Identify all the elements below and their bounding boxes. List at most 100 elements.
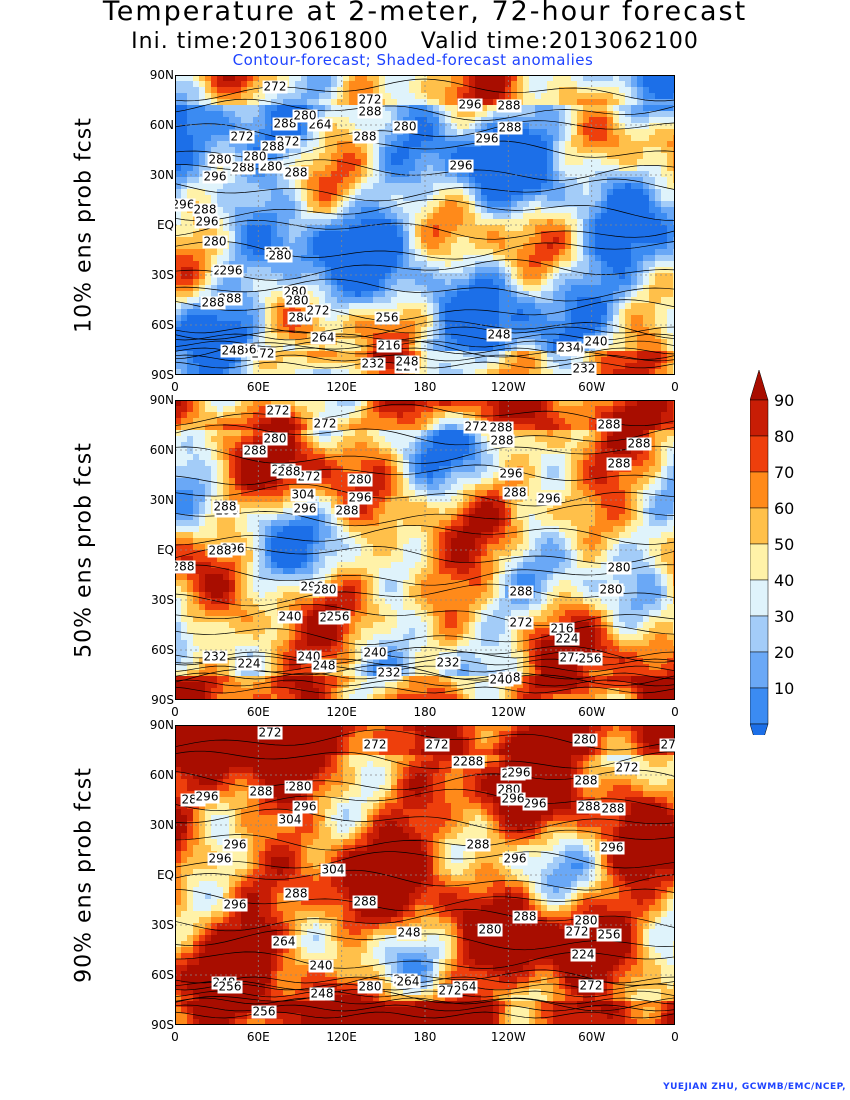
anomaly-cell xyxy=(175,135,181,141)
anomaly-cell xyxy=(349,117,355,123)
anomaly-cell xyxy=(181,418,187,424)
anomaly-cell xyxy=(211,111,217,117)
anomaly-cell xyxy=(553,249,559,255)
anomaly-cell xyxy=(415,406,421,412)
anomaly-cell xyxy=(565,147,571,153)
anomaly-cell xyxy=(475,279,481,285)
anomaly-cell xyxy=(391,237,397,243)
anomaly-cell xyxy=(433,177,439,183)
anomaly-cell xyxy=(475,412,481,418)
anomaly-cell xyxy=(331,147,337,153)
anomaly-cell xyxy=(535,87,541,93)
anomaly-cell xyxy=(559,213,565,219)
anomaly-cell xyxy=(433,75,439,81)
anomaly-cell xyxy=(265,111,271,117)
anomaly-cell xyxy=(559,309,565,315)
anomaly-cell xyxy=(469,291,475,297)
anomaly-cell xyxy=(355,309,361,315)
anomaly-cell xyxy=(343,177,349,183)
anomaly-cell xyxy=(415,135,421,141)
anomaly-cell xyxy=(601,129,607,135)
anomaly-cell xyxy=(223,442,229,448)
anomaly-cell xyxy=(427,147,433,153)
anomaly-cell xyxy=(565,279,571,285)
anomaly-cell xyxy=(475,327,481,333)
anomaly-cell xyxy=(529,436,535,442)
anomaly-cell xyxy=(181,424,187,430)
anomaly-cell xyxy=(445,237,451,243)
anomaly-cell xyxy=(499,273,505,279)
anomaly-cell xyxy=(337,261,343,267)
anomaly-cell xyxy=(193,129,199,135)
anomaly-cell xyxy=(361,309,367,315)
anomaly-cell xyxy=(223,201,229,207)
anomaly-cell xyxy=(565,201,571,207)
anomaly-cell xyxy=(367,183,373,189)
anomaly-cell xyxy=(529,75,535,81)
anomaly-cell xyxy=(373,303,379,309)
anomaly-cell xyxy=(529,219,535,225)
anomaly-cell xyxy=(373,291,379,297)
anomaly-cell xyxy=(313,321,319,327)
anomaly-cell xyxy=(271,243,277,249)
anomaly-cell xyxy=(559,430,565,436)
anomaly-cell xyxy=(577,333,583,339)
anomaly-cell xyxy=(181,177,187,183)
anomaly-cell xyxy=(217,81,223,87)
anomaly-cell xyxy=(565,303,571,309)
anomaly-cell xyxy=(541,201,547,207)
anomaly-cell xyxy=(457,291,463,297)
anomaly-cell xyxy=(175,141,181,147)
anomaly-cell xyxy=(565,430,571,436)
anomaly-cell xyxy=(505,171,511,177)
anomaly-cell xyxy=(667,171,673,177)
anomaly-cell xyxy=(367,165,373,171)
anomaly-cell xyxy=(331,315,337,321)
anomaly-cell xyxy=(187,177,193,183)
anomaly-cell xyxy=(601,117,607,123)
anomaly-cell xyxy=(547,297,553,303)
anomaly-cell xyxy=(427,177,433,183)
anomaly-cell xyxy=(181,189,187,195)
anomaly-cell xyxy=(289,333,295,339)
anomaly-cell xyxy=(661,279,667,285)
anomaly-cell xyxy=(313,255,319,261)
anomaly-cell xyxy=(541,81,547,87)
anomaly-cell xyxy=(361,261,367,267)
anomaly-cell xyxy=(193,243,199,249)
anomaly-cell xyxy=(577,321,583,327)
anomaly-cell xyxy=(475,345,481,351)
anomaly-cell xyxy=(607,400,613,406)
anomaly-cell xyxy=(511,418,517,424)
anomaly-cell xyxy=(493,195,499,201)
anomaly-cell xyxy=(463,369,469,375)
anomaly-cell xyxy=(487,189,493,195)
anomaly-cell xyxy=(349,418,355,424)
anomaly-cell xyxy=(595,147,601,153)
anomaly-cell xyxy=(619,195,625,201)
anomaly-cell xyxy=(241,369,247,375)
anomaly-cell xyxy=(205,255,211,261)
anomaly-cell xyxy=(499,225,505,231)
anomaly-cell xyxy=(613,327,619,333)
anomaly-cell xyxy=(253,75,259,81)
anomaly-cell xyxy=(517,171,523,177)
anomaly-cell xyxy=(247,369,253,375)
anomaly-cell xyxy=(541,442,547,448)
anomaly-cell xyxy=(553,357,559,363)
anomaly-cell xyxy=(265,219,271,225)
anomaly-cell xyxy=(325,400,331,406)
anomaly-cell xyxy=(235,195,241,201)
anomaly-cell xyxy=(181,231,187,237)
anomaly-cell xyxy=(343,75,349,81)
anomaly-cell xyxy=(607,207,613,213)
anomaly-cell xyxy=(337,201,343,207)
anomaly-cell xyxy=(559,369,565,375)
anomaly-cell xyxy=(331,291,337,297)
anomaly-cell xyxy=(331,153,337,159)
anomaly-cell xyxy=(547,327,553,333)
anomaly-cell xyxy=(463,309,469,315)
anomaly-cell xyxy=(655,321,661,327)
anomaly-cell xyxy=(391,213,397,219)
anomaly-cell xyxy=(379,75,385,81)
